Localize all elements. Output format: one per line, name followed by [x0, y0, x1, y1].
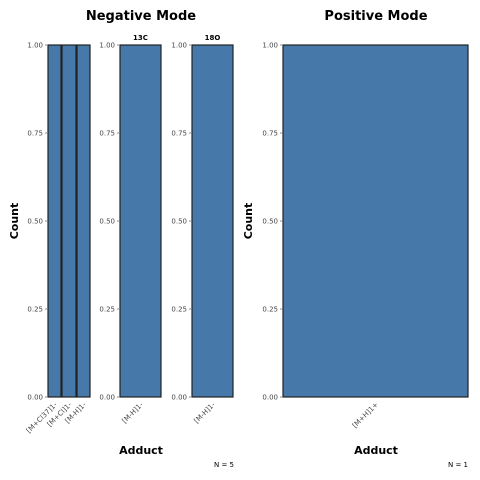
sample-count-note: N = 5 [214, 461, 234, 469]
x-tick-label: [M-H]1- [193, 400, 218, 425]
x-axis-label: Adduct [119, 444, 163, 457]
facet-strip-label: 18O [205, 34, 221, 42]
y-tick-label: 0.50 [27, 218, 43, 226]
chart-title: Positive Mode [324, 9, 427, 24]
bar [119, 44, 162, 398]
y-tick-label: 0.25 [99, 306, 115, 314]
facet-strip-label: 13C [133, 34, 148, 42]
y-tick-label: 0.50 [171, 218, 187, 226]
y-tick-label: 0.00 [99, 394, 115, 402]
y-tick-label: 1.00 [27, 42, 43, 50]
x-axis-label: Adduct [354, 444, 398, 457]
sample-count-note: N = 1 [448, 461, 468, 469]
chart-title: Negative Mode [86, 9, 196, 24]
y-tick-label: 0.75 [99, 130, 115, 138]
bar [191, 44, 234, 398]
y-tick-label: 0.50 [99, 218, 115, 226]
y-tick-label: 0.50 [262, 218, 278, 226]
bar [76, 44, 91, 398]
y-tick-label: 0.25 [27, 306, 43, 314]
bar [282, 44, 469, 398]
y-tick-label: 0.75 [27, 130, 43, 138]
x-tick-label: [M+H]1+ [351, 401, 380, 430]
y-tick-label: 1.00 [171, 42, 187, 50]
y-tick-label: 0.75 [171, 130, 187, 138]
y-axis-label: Count [242, 203, 255, 240]
y-tick-label: 0.00 [171, 394, 187, 402]
bar [61, 44, 77, 398]
y-tick-label: 1.00 [99, 42, 115, 50]
y-tick-label: 0.00 [27, 394, 43, 402]
x-tick-label: [M-H]1- [121, 400, 146, 425]
y-tick-label: 0.25 [262, 306, 278, 314]
y-tick-label: 0.25 [171, 306, 187, 314]
y-axis-label: Count [8, 203, 21, 240]
y-tick-label: 0.75 [262, 130, 278, 138]
y-tick-label: 1.00 [262, 42, 278, 50]
y-tick-label: 0.00 [262, 394, 278, 402]
bar [47, 44, 62, 398]
